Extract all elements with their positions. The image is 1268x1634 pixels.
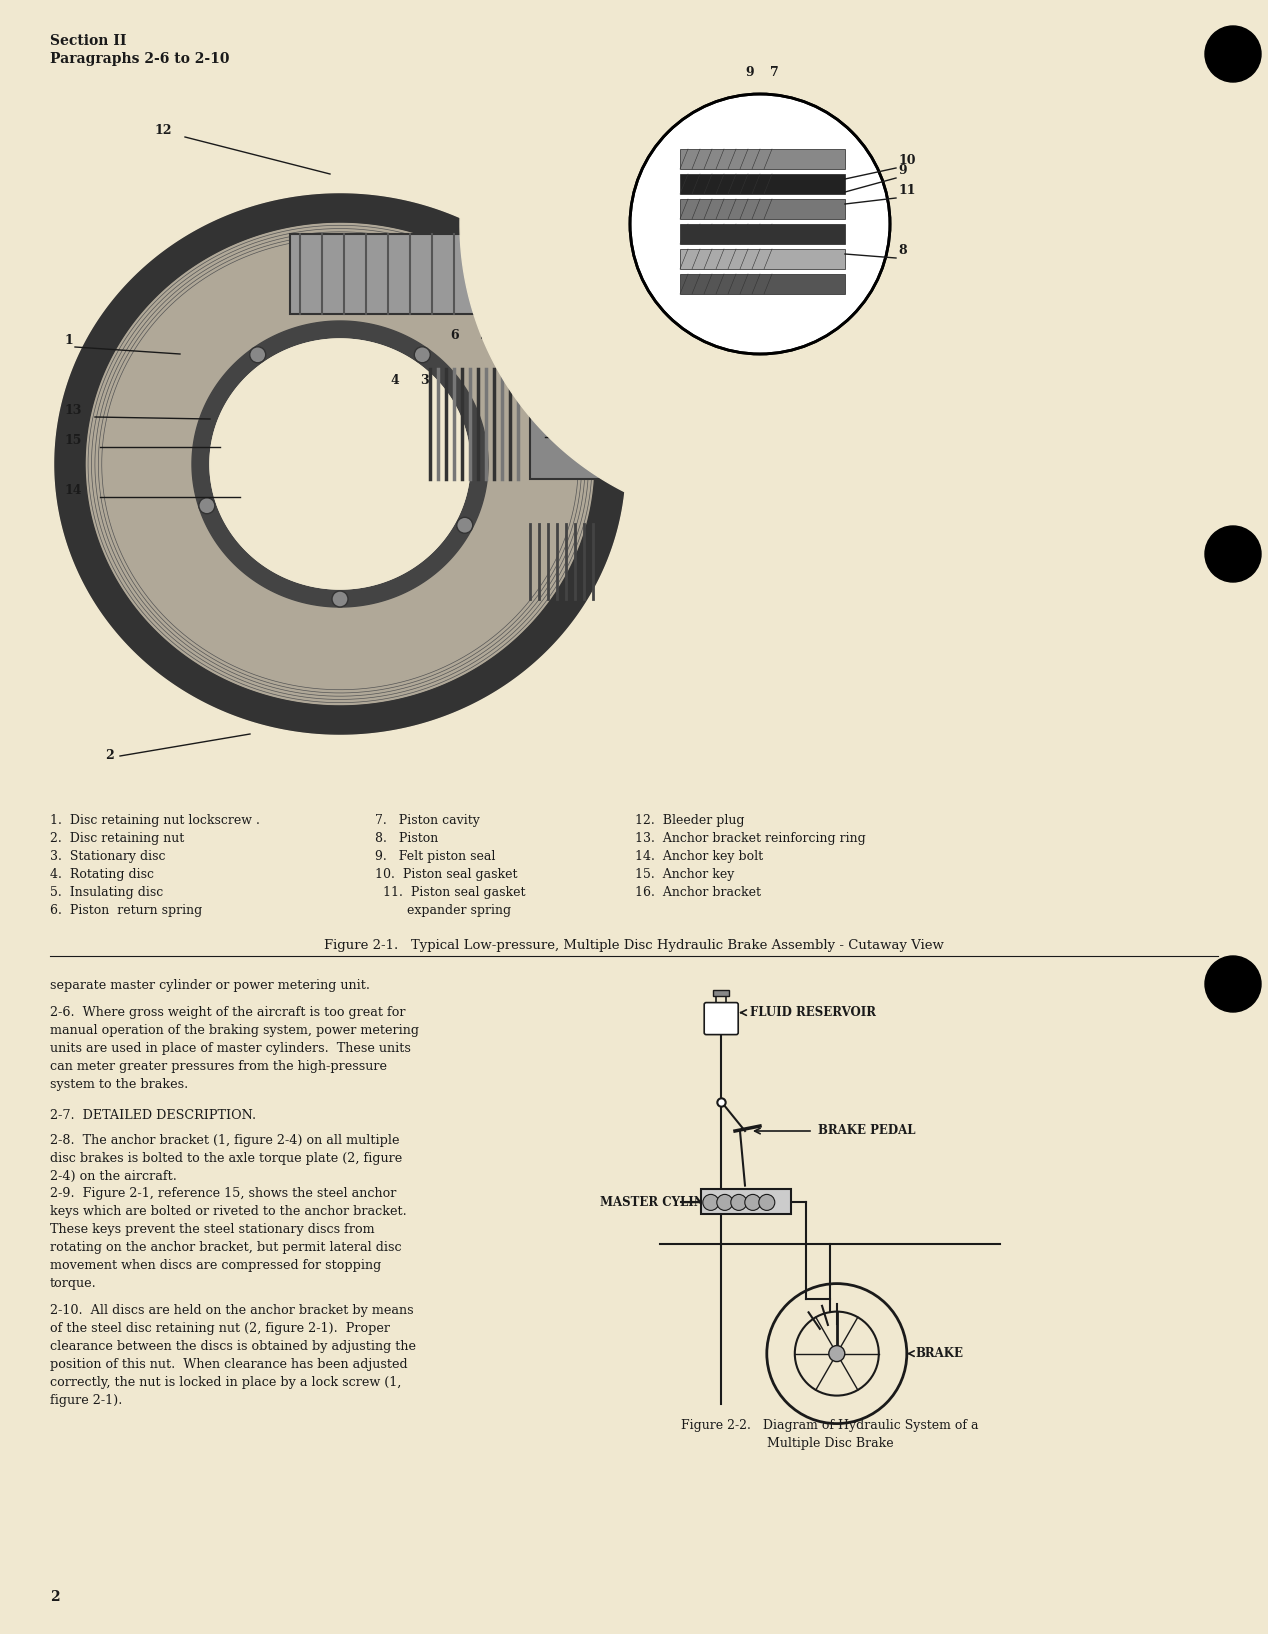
Text: 3.  Stationary disc: 3. Stationary disc [49,850,166,863]
Circle shape [744,1194,761,1211]
Circle shape [456,518,473,533]
Circle shape [1205,956,1260,1011]
Text: 9.   Felt piston seal: 9. Felt piston seal [375,850,496,863]
Text: 10.  Piston seal gasket: 10. Piston seal gasket [375,868,517,881]
Bar [680,199,844,219]
Bar [701,1190,791,1214]
Bar [680,275,844,294]
Text: 2-6.  Where gross weight of the aircraft is too great for
manual operation of th: 2-6. Where gross weight of the aircraft … [49,1007,418,1092]
Circle shape [829,1346,844,1361]
Bar [290,234,540,314]
FancyBboxPatch shape [713,990,729,995]
Text: 8: 8 [898,243,907,257]
Text: 2-9.  Figure 2-1, reference 15, shows the steel anchor
keys which are bolted or : 2-9. Figure 2-1, reference 15, shows the… [49,1186,407,1289]
Text: AN 03-25GAC-1: AN 03-25GAC-1 [573,34,695,47]
Text: separate master cylinder or power metering unit.: separate master cylinder or power meteri… [49,979,370,992]
Text: 2.  Disc retaining nut: 2. Disc retaining nut [49,832,184,845]
Polygon shape [191,320,488,606]
Bar [680,248,844,270]
Text: 14: 14 [65,484,82,497]
Text: 11.  Piston seal gasket: 11. Piston seal gasket [375,886,525,899]
Circle shape [415,346,430,363]
Text: 3: 3 [420,374,429,387]
Circle shape [630,95,890,355]
Text: 6: 6 [450,328,459,342]
Polygon shape [210,338,470,588]
Polygon shape [460,0,1060,525]
Bar [680,173,844,194]
Text: 2: 2 [49,1590,60,1605]
Text: 14.  Anchor key bolt: 14. Anchor key bolt [635,850,763,863]
Circle shape [758,1194,775,1211]
Text: Figure 2-1.   Typical Low-pressure, Multiple Disc Hydraulic Brake Assembly - Cut: Figure 2-1. Typical Low-pressure, Multip… [325,940,943,953]
FancyBboxPatch shape [704,1003,738,1034]
Text: 4.  Rotating disc: 4. Rotating disc [49,868,153,881]
Bar [680,149,844,168]
Text: 16: 16 [579,423,597,436]
Bar [530,369,610,479]
Text: BRAKE PEDAL: BRAKE PEDAL [818,1124,915,1137]
Text: 6.  Piston  return spring: 6. Piston return spring [49,904,203,917]
Text: 13: 13 [65,404,82,417]
Polygon shape [210,338,470,588]
Text: 7: 7 [560,219,569,232]
Text: 1.  Disc retaining nut lockscrew .: 1. Disc retaining nut lockscrew . [49,814,260,827]
Polygon shape [55,194,625,734]
Bar [680,224,844,243]
Text: 11: 11 [898,185,915,198]
Text: 7: 7 [770,65,779,78]
Text: 16.  Anchor bracket: 16. Anchor bracket [635,886,761,899]
Circle shape [199,498,214,513]
Circle shape [1205,26,1260,82]
Text: 9: 9 [746,65,753,78]
Circle shape [250,346,266,363]
Text: 1: 1 [65,333,74,346]
Text: 12.  Bleeder plug: 12. Bleeder plug [635,814,744,827]
Text: 8.   Piston: 8. Piston [375,832,439,845]
Text: 15: 15 [65,435,82,448]
Text: MASTER CYLINDER: MASTER CYLINDER [600,1196,733,1209]
Text: 2-10.  All discs are held on the anchor bracket by means
of the steel disc retai: 2-10. All discs are held on the anchor b… [49,1304,416,1407]
Polygon shape [55,194,625,734]
Text: 9: 9 [545,168,554,181]
Text: 2: 2 [105,748,114,761]
Circle shape [702,1194,719,1211]
Text: 2-8.  The anchor bracket (1, figure 2-4) on all multiple
disc brakes is bolted t: 2-8. The anchor bracket (1, figure 2-4) … [49,1134,402,1183]
Text: 5.  Insulating disc: 5. Insulating disc [49,886,164,899]
Circle shape [332,592,347,606]
Text: 15.  Anchor key: 15. Anchor key [635,868,734,881]
Text: 9: 9 [898,163,907,176]
Text: Figure 2-2.   Diagram of Hydraulic System of a: Figure 2-2. Diagram of Hydraulic System … [681,1418,979,1431]
Text: FLUID RESERVOIR: FLUID RESERVOIR [749,1007,876,1020]
Circle shape [730,1194,747,1211]
Text: 5: 5 [481,328,488,342]
Text: BRAKE: BRAKE [915,1346,962,1359]
Text: 12: 12 [155,124,172,137]
Text: Multiple Disc Brake: Multiple Disc Brake [767,1436,894,1449]
Text: 4: 4 [391,374,398,387]
Text: Paragraphs 2-6 to 2-10: Paragraphs 2-6 to 2-10 [49,52,230,65]
Circle shape [1205,526,1260,582]
Text: 2-7.  DETAILED DESCRIPTION.: 2-7. DETAILED DESCRIPTION. [49,1109,256,1123]
Text: 10: 10 [898,154,915,167]
Circle shape [716,1194,733,1211]
Text: expander spring: expander spring [375,904,511,917]
Text: 7.   Piston cavity: 7. Piston cavity [375,814,479,827]
Text: Section II: Section II [49,34,127,47]
Text: 13.  Anchor bracket reinforcing ring: 13. Anchor bracket reinforcing ring [635,832,866,845]
